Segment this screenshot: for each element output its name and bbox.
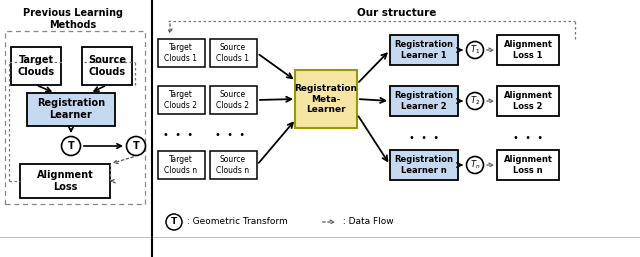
Text: Source
Clouds 2: Source Clouds 2 <box>216 90 250 110</box>
Text: •  •  •: • • • <box>215 130 245 140</box>
Text: Our structure: Our structure <box>357 8 436 18</box>
FancyBboxPatch shape <box>390 86 458 116</box>
FancyBboxPatch shape <box>158 151 205 179</box>
FancyBboxPatch shape <box>210 86 257 114</box>
Text: Registration
Learner n: Registration Learner n <box>394 155 454 175</box>
Text: Target
Clouds: Target Clouds <box>17 55 54 77</box>
Text: Registration
Meta-
Learner: Registration Meta- Learner <box>294 84 358 114</box>
FancyBboxPatch shape <box>390 35 458 65</box>
Text: Registration
Learner: Registration Learner <box>37 98 105 120</box>
FancyBboxPatch shape <box>210 39 257 67</box>
Text: $T_2$: $T_2$ <box>470 95 480 107</box>
Text: Alignment
Loss n: Alignment Loss n <box>504 155 552 175</box>
FancyBboxPatch shape <box>210 151 257 179</box>
Text: •  •  •: • • • <box>409 133 439 143</box>
Text: Registration
Learner 2: Registration Learner 2 <box>394 91 454 111</box>
Text: •  •  •: • • • <box>163 130 193 140</box>
Text: Alignment
Loss: Alignment Loss <box>36 170 93 192</box>
Text: Target
Clouds n: Target Clouds n <box>164 155 198 175</box>
Text: $T_n$: $T_n$ <box>470 159 480 171</box>
Circle shape <box>61 136 81 155</box>
Circle shape <box>166 214 182 230</box>
Circle shape <box>467 41 483 59</box>
Text: : Data Flow: : Data Flow <box>340 217 394 226</box>
FancyBboxPatch shape <box>497 35 559 65</box>
FancyBboxPatch shape <box>82 47 132 85</box>
FancyBboxPatch shape <box>497 150 559 180</box>
Text: Alignment
Loss 2: Alignment Loss 2 <box>504 91 552 111</box>
FancyBboxPatch shape <box>11 47 61 85</box>
Circle shape <box>467 157 483 173</box>
FancyBboxPatch shape <box>20 164 110 198</box>
FancyBboxPatch shape <box>390 150 458 180</box>
Text: Alignment
Loss 1: Alignment Loss 1 <box>504 40 552 60</box>
Text: $T_1$: $T_1$ <box>470 44 480 56</box>
Text: Source
Clouds n: Source Clouds n <box>216 155 250 175</box>
Circle shape <box>127 136 145 155</box>
Circle shape <box>467 93 483 109</box>
Text: T: T <box>68 141 74 151</box>
Text: Previous Learning
Methods: Previous Learning Methods <box>23 8 123 30</box>
FancyBboxPatch shape <box>158 86 205 114</box>
Text: Registration
Learner 1: Registration Learner 1 <box>394 40 454 60</box>
Text: Source
Clouds: Source Clouds <box>88 55 126 77</box>
Text: •  •  •: • • • <box>513 133 543 143</box>
Text: Target
Clouds 2: Target Clouds 2 <box>164 90 198 110</box>
FancyBboxPatch shape <box>497 86 559 116</box>
Text: Source
Clouds 1: Source Clouds 1 <box>216 43 250 63</box>
Text: : Geometric Transform: : Geometric Transform <box>184 217 288 226</box>
FancyBboxPatch shape <box>158 39 205 67</box>
Text: T: T <box>171 217 177 226</box>
FancyBboxPatch shape <box>295 70 357 128</box>
Text: T: T <box>132 141 140 151</box>
Text: Target
Clouds 1: Target Clouds 1 <box>164 43 198 63</box>
FancyBboxPatch shape <box>27 93 115 126</box>
